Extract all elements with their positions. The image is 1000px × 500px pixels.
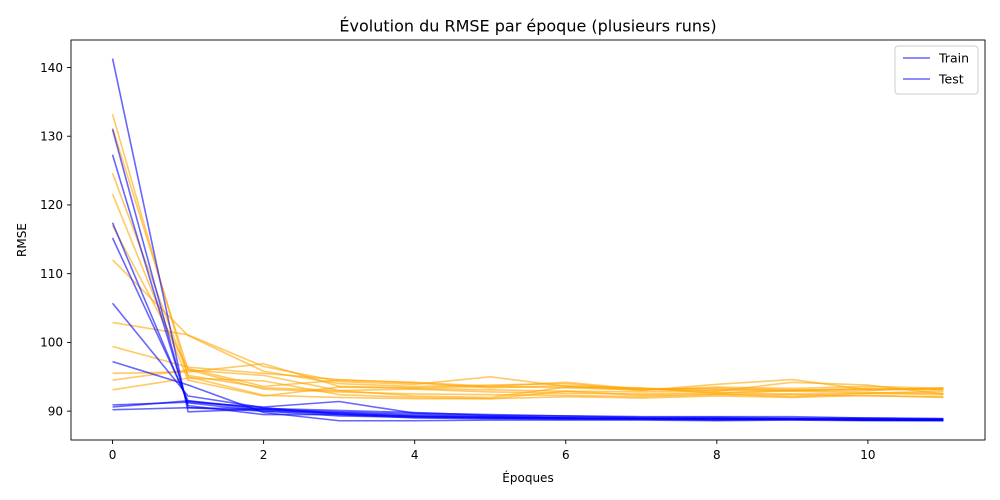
train-run-line-10 [112,406,944,421]
x-tick-label: 4 [411,448,419,462]
series-lines [111,58,944,422]
x-tick-label: 6 [562,448,570,462]
chart-title: Évolution du RMSE par époque (plusieurs … [339,17,716,36]
legend-train-label: Train [938,51,969,66]
test-run-line-1 [111,114,944,400]
x-axis-label: Époques [502,470,553,485]
axis-ticks: 0 2 4 6 8 10 90 100 110 120 130 140 [40,61,875,462]
x-tick-label: 0 [109,448,117,462]
test-run-line-4 [111,193,944,397]
test-run-line-7 [112,321,944,392]
y-tick-label: 110 [40,267,63,281]
y-tick-label: 100 [40,336,63,350]
y-tick-label: 140 [40,61,63,75]
x-tick-label: 10 [860,448,875,462]
plot-area-frame [70,39,986,441]
legend-test-label: Test [938,72,964,87]
y-tick-label: 130 [40,130,63,144]
y-tick-label: 90 [48,404,63,418]
test-run-line-11 [112,377,944,400]
test-run-line-10 [112,369,944,399]
y-tick-label: 120 [40,198,63,212]
train-run-line-7 [112,360,944,422]
x-tick-label: 8 [713,448,721,462]
x-tick-label: 2 [260,448,268,462]
y-axis-label: RMSE [15,223,29,257]
test-run-line-9 [112,362,944,395]
legend: Train Test [894,45,979,95]
